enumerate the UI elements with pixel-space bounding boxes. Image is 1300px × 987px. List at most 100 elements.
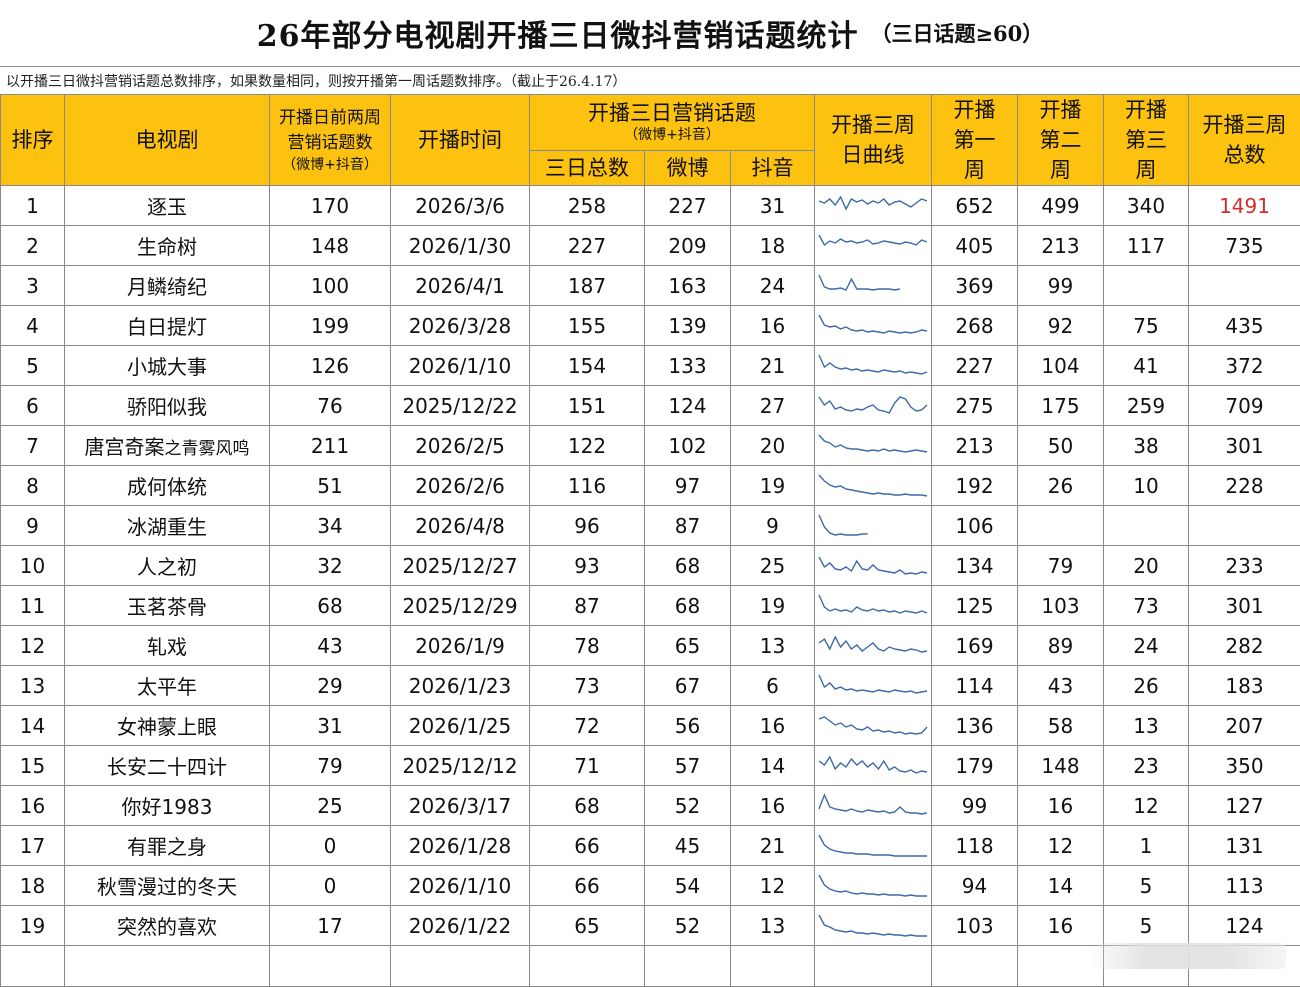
cell-rank[interactable]: 18 [0,865,65,906]
cell-date[interactable]: 2026/3/6 [390,185,530,226]
cell-douyin[interactable]: 16 [729,785,816,826]
cell-weibo[interactable]: 54 [644,865,731,906]
cell-curve[interactable] [814,865,933,906]
cell-week1[interactable]: 103 [931,905,1019,946]
table-row[interactable]: 14 女神蒙上眼 31 2026/1/25 72 56 16 136 58 13 207 [0,705,1300,746]
cell-weibo[interactable]: 56 [644,705,731,746]
cell-week1[interactable]: 405 [931,225,1019,266]
cell-date[interactable]: 2025/12/22 [390,385,530,426]
cell-douyin[interactable]: 13 [729,905,816,946]
cell-week3[interactable]: 23 [1103,745,1190,786]
cell-three-day-total[interactable]: 87 [529,585,645,626]
cell-three-day-total[interactable]: 66 [529,865,645,906]
cell-drama[interactable]: 玉茗茶骨 [64,585,270,626]
cell-three-day-total[interactable]: 93 [529,545,645,586]
cell-weibo[interactable]: 102 [644,425,731,466]
cell-week2[interactable]: 14 [1017,865,1105,906]
cell-pre-launch[interactable]: 148 [269,225,391,266]
cell-douyin[interactable]: 31 [729,185,816,226]
cell-pre-launch[interactable]: 170 [269,185,391,226]
cell-pre-launch[interactable]: 0 [269,825,391,866]
cell-date[interactable]: 2026/1/10 [390,345,530,386]
cell-curve[interactable] [814,745,933,786]
cell-curve[interactable] [814,385,933,426]
header-pre-launch[interactable]: 开播日前两周营销话题数 （微博+抖音） [269,94,391,186]
cell-week2[interactable]: 50 [1017,425,1105,466]
empty-cell[interactable] [814,945,933,987]
cell-week1[interactable]: 136 [931,705,1019,746]
cell-week3[interactable]: 5 [1103,905,1190,946]
empty-cell[interactable] [64,945,270,987]
cell-rank[interactable]: 1 [0,185,65,226]
table-row[interactable]: 2 生命树 148 2026/1/30 227 209 18 405 213 117 735 [0,225,1300,266]
cell-total3[interactable]: 301 [1188,425,1300,466]
cell-week2[interactable]: 79 [1017,545,1105,586]
cell-week3[interactable]: 10 [1103,465,1190,506]
cell-douyin[interactable]: 24 [729,265,816,306]
cell-douyin[interactable]: 21 [729,345,816,386]
header-three-day-total[interactable]: 三日总数 [529,149,645,187]
cell-drama[interactable]: 太平年 [64,665,270,706]
cell-week3[interactable]: 24 [1103,625,1190,666]
table-row[interactable]: 18 秋雪漫过的冬天 0 2026/1/10 66 54 12 94 14 5 113 [0,865,1300,906]
cell-weibo[interactable]: 163 [644,265,731,306]
cell-rank[interactable]: 5 [0,345,65,386]
cell-week3[interactable] [1103,265,1190,306]
cell-week2[interactable] [1017,505,1105,546]
cell-pre-launch[interactable]: 100 [269,265,391,306]
cell-pre-launch[interactable]: 31 [269,705,391,746]
table-row[interactable]: 15 长安二十四计 79 2025/12/12 71 57 14 179 148 23 350 [0,745,1300,786]
table-row[interactable]: 6 骄阳似我 76 2025/12/22 151 124 27 275 175 259 709 [0,385,1300,426]
cell-rank[interactable]: 10 [0,545,65,586]
cell-date[interactable]: 2025/12/27 [390,545,530,586]
cell-three-day-total[interactable]: 154 [529,345,645,386]
cell-date[interactable]: 2026/2/6 [390,465,530,506]
cell-weibo[interactable]: 65 [644,625,731,666]
cell-three-day-total[interactable]: 68 [529,785,645,826]
cell-date[interactable]: 2026/4/8 [390,505,530,546]
cell-three-day-total[interactable]: 116 [529,465,645,506]
cell-week1[interactable]: 652 [931,185,1019,226]
cell-total3[interactable]: 113 [1188,865,1300,906]
cell-week3[interactable]: 26 [1103,665,1190,706]
cell-date[interactable]: 2026/4/1 [390,265,530,306]
cell-pre-launch[interactable]: 17 [269,905,391,946]
empty-cell[interactable] [0,945,65,987]
cell-total3[interactable]: 207 [1188,705,1300,746]
cell-weibo[interactable]: 52 [644,785,731,826]
header-drama[interactable]: 电视剧 [64,94,270,186]
cell-date[interactable]: 2026/1/28 [390,825,530,866]
cell-curve[interactable] [814,825,933,866]
table-row[interactable]: 9 冰湖重生 34 2026/4/8 96 87 9 106 [0,505,1300,546]
cell-total3[interactable]: 372 [1188,345,1300,386]
cell-week3[interactable]: 75 [1103,305,1190,346]
cell-pre-launch[interactable]: 76 [269,385,391,426]
cell-curve[interactable] [814,345,933,386]
table-row[interactable]: 12 轧戏 43 2026/1/9 78 65 13 169 89 24 282 [0,625,1300,666]
cell-total3[interactable]: 233 [1188,545,1300,586]
cell-total3[interactable]: 183 [1188,665,1300,706]
cell-date[interactable]: 2026/1/9 [390,625,530,666]
cell-three-day-total[interactable]: 71 [529,745,645,786]
cell-drama[interactable]: 突然的喜欢 [64,905,270,946]
cell-pre-launch[interactable]: 32 [269,545,391,586]
cell-week2[interactable]: 43 [1017,665,1105,706]
header-curve[interactable]: 开播三周日曲线 [814,94,933,186]
cell-week1[interactable]: 268 [931,305,1019,346]
empty-cell[interactable] [931,945,1019,987]
header-douyin[interactable]: 抖音 [729,149,816,187]
cell-three-day-total[interactable]: 227 [529,225,645,266]
cell-drama[interactable]: 唐宫奇案之青雾风鸣 [64,425,270,466]
cell-week2[interactable]: 16 [1017,785,1105,826]
cell-date[interactable]: 2026/1/23 [390,665,530,706]
cell-week3[interactable]: 117 [1103,225,1190,266]
cell-drama[interactable]: 秋雪漫过的冬天 [64,865,270,906]
cell-drama[interactable]: 冰湖重生 [64,505,270,546]
cell-weibo[interactable]: 227 [644,185,731,226]
cell-week1[interactable]: 99 [931,785,1019,826]
table-row[interactable]: 4 白日提灯 199 2026/3/28 155 139 16 268 92 75 435 [0,305,1300,346]
cell-week1[interactable]: 125 [931,585,1019,626]
table-row[interactable]: 8 成何体统 51 2026/2/6 116 97 19 192 26 10 228 [0,465,1300,506]
table-row[interactable]: 10 人之初 32 2025/12/27 93 68 25 134 79 20 233 [0,545,1300,586]
cell-weibo[interactable]: 139 [644,305,731,346]
